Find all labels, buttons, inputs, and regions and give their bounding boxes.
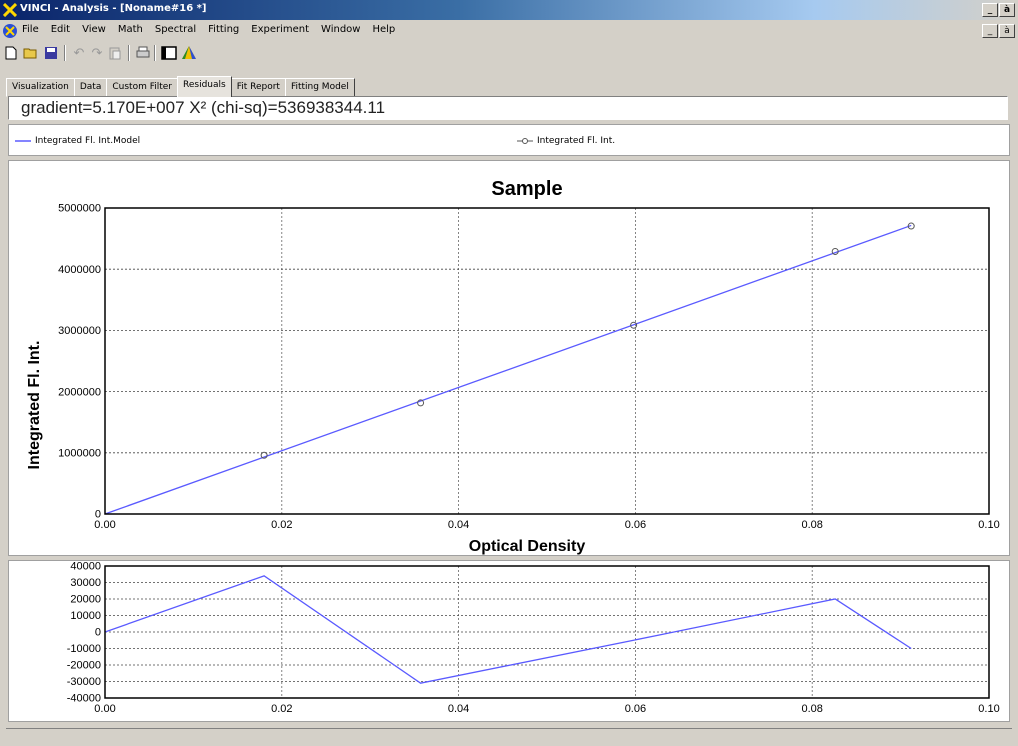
- y-tick-label: 30000: [70, 577, 101, 589]
- x-tick-label: 0.08: [801, 519, 822, 531]
- prism-icon[interactable]: [180, 44, 198, 62]
- x-tick-label: 0.02: [271, 703, 292, 715]
- y-tick-label: 4000000: [58, 264, 101, 276]
- toolbar-separator: [154, 45, 156, 61]
- legend-item-model: Integrated Fl. Int.Model: [15, 136, 140, 146]
- menu-window[interactable]: Window: [321, 24, 361, 35]
- y-tick-label: 20000: [70, 594, 101, 606]
- y-tick-label: 0: [95, 509, 101, 521]
- x-tick-label: 0.10: [978, 703, 999, 715]
- chart-legend: Integrated Fl. Int.Model Integrated Fl. …: [8, 124, 1010, 156]
- menu-view[interactable]: View: [82, 24, 106, 35]
- y-tick-label: 3000000: [58, 325, 101, 337]
- save-icon[interactable]: [42, 44, 60, 62]
- legend-item-data: Integrated Fl. Int.: [517, 136, 615, 146]
- maximize-button[interactable]: à: [999, 3, 1015, 17]
- tab-visualization[interactable]: Visualization: [6, 78, 75, 97]
- menu-help[interactable]: Help: [372, 24, 396, 35]
- legend-label-data: Integrated Fl. Int.: [537, 136, 616, 146]
- menu-bar: File Edit View Math Spectral Fitting Exp…: [0, 22, 1018, 40]
- y-tick-label: -30000: [67, 676, 101, 688]
- residuals-chart: 0.00 0.02 0.04 0.06 0.08 0.10 40000 30000 20000 1…: [67, 561, 1000, 715]
- tab-fit-report[interactable]: Fit Report: [230, 78, 286, 97]
- legend-line-swatch: [15, 140, 31, 142]
- new-file-icon[interactable]: [2, 44, 20, 62]
- residuals-chart-panel: 0.00 0.02 0.04 0.06 0.08 0.10 40000 30000 20000 1…: [8, 560, 1010, 722]
- data-point: [260, 451, 268, 459]
- menu-file[interactable]: File: [22, 24, 39, 35]
- window-controls: _ à: [982, 3, 1016, 17]
- redo-icon[interactable]: ↷: [91, 45, 103, 60]
- y-tick-label: 10000: [70, 610, 101, 622]
- x-tick-label: 0.06: [625, 703, 646, 715]
- vinci-app-icon: [3, 3, 17, 17]
- document-controls: _ à: [982, 24, 1016, 38]
- data-point: [630, 321, 638, 329]
- x-tick-label: 0.10: [978, 519, 999, 531]
- y-tick-label: 5000000: [58, 203, 101, 215]
- menu-spectral[interactable]: Spectral: [154, 24, 197, 35]
- tab-fitting-model[interactable]: Fitting Model: [284, 78, 355, 97]
- doc-minimize-button[interactable]: _: [982, 24, 998, 38]
- window-title: VINCI - Analysis - [Noname#16 *]: [20, 3, 207, 14]
- toolbar-separator: [64, 45, 66, 61]
- y-tick-label: 40000: [70, 561, 101, 573]
- y-tick-label: -20000: [67, 660, 101, 672]
- x-tick-label: 0.04: [448, 703, 469, 715]
- open-folder-icon[interactable]: [22, 44, 40, 62]
- residuals-plot-frame: [104, 565, 990, 699]
- toolbar-separator: [128, 45, 130, 61]
- title-bar: VINCI - Analysis - [Noname#16 *] _ à: [0, 0, 1018, 20]
- print-icon[interactable]: [134, 44, 152, 62]
- x-axis-label: Optical Density: [469, 538, 586, 555]
- data-point: [417, 399, 425, 407]
- doc-restore-button[interactable]: à: [999, 24, 1015, 38]
- panel-icon[interactable]: [160, 44, 178, 62]
- tab-custom-filter[interactable]: Custom Filter: [106, 78, 178, 97]
- plot-frame: [104, 207, 990, 515]
- tab-residuals[interactable]: Residuals: [177, 76, 232, 97]
- chart-title: Sample: [491, 178, 562, 200]
- status-bar: [6, 728, 1012, 743]
- undo-icon[interactable]: ↶: [73, 45, 85, 60]
- x-tick-label: 0.02: [271, 519, 292, 531]
- x-tick-label: 0.00: [94, 703, 115, 715]
- view-tabs: Visualization Data Custom Filter Residua…: [6, 76, 355, 97]
- y-tick-label: -40000: [67, 693, 101, 705]
- menu-math[interactable]: Math: [117, 24, 143, 35]
- data-point: [907, 222, 915, 230]
- x-tick-label: 0.06: [625, 519, 646, 531]
- menu-fitting[interactable]: Fitting: [208, 24, 240, 35]
- y-tick-label: 0: [95, 627, 101, 639]
- paste-icon[interactable]: [106, 44, 124, 62]
- y-tick-label: 2000000: [58, 386, 101, 398]
- x-tick-label: 0.00: [94, 519, 115, 531]
- integrated-fl-int-model-line: [104, 224, 912, 515]
- main-chart-panel: Sample Optical Density Integrated Fl. In…: [8, 160, 1010, 556]
- menu-experiment[interactable]: Experiment: [251, 24, 310, 35]
- y-axis-label: Integrated Fl. Int.: [26, 341, 43, 470]
- menu-edit[interactable]: Edit: [50, 24, 71, 35]
- document-icon[interactable]: [2, 23, 18, 39]
- y-tick-label: 1000000: [58, 447, 101, 459]
- fit-result-field: gradient=5.170E+007 X² (chi-sq)=53693834…: [8, 96, 1008, 120]
- main-chart: Sample Optical Density Integrated Fl. In…: [26, 178, 1000, 555]
- legend-marker-swatch: [517, 138, 533, 144]
- tab-data[interactable]: Data: [73, 78, 108, 97]
- x-tick-label: 0.08: [801, 703, 822, 715]
- toolbar: ↶ ↷: [0, 42, 400, 64]
- residuals-line: [104, 575, 912, 684]
- minimize-button[interactable]: _: [982, 3, 998, 17]
- x-tick-label: 0.04: [448, 519, 469, 531]
- data-point: [831, 247, 839, 255]
- y-tick-label: -10000: [67, 643, 101, 655]
- legend-label-model: Integrated Fl. Int.Model: [35, 136, 141, 146]
